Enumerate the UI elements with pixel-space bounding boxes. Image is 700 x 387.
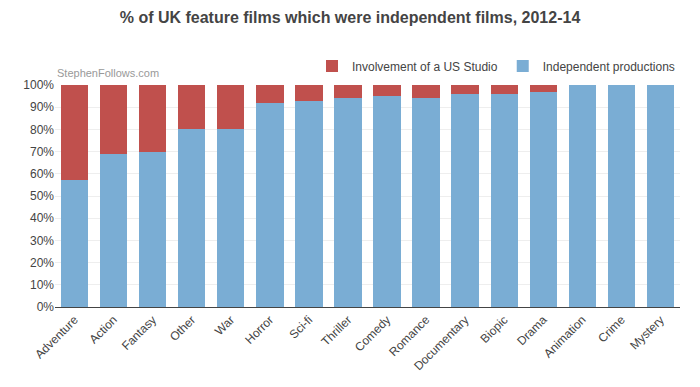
svg-text:0%: 0% [37, 300, 55, 314]
svg-text:70%: 70% [30, 145, 54, 159]
svg-text:Comedy: Comedy [352, 313, 393, 354]
svg-text:Documentary: Documentary [411, 313, 471, 373]
svg-text:Other: Other [167, 313, 198, 344]
svg-text:Involvement of a US Studio: Involvement of a US Studio [352, 60, 498, 74]
svg-text:50%: 50% [30, 189, 54, 203]
svg-text:30%: 30% [30, 234, 54, 248]
svg-text:Horror: Horror [242, 313, 276, 347]
svg-text:War: War [212, 313, 237, 338]
svg-text:20%: 20% [30, 256, 54, 270]
svg-text:Action: Action [86, 313, 119, 346]
svg-text:100%: 100% [23, 78, 54, 92]
svg-text:Fantasy: Fantasy [119, 313, 159, 353]
svg-text:Sci-fi: Sci-fi [287, 313, 316, 342]
svg-text:% of UK feature films which we: % of UK feature films which were indepen… [120, 9, 581, 26]
svg-text:StephenFollows.com: StephenFollows.com [57, 67, 159, 79]
svg-text:10%: 10% [30, 278, 54, 292]
svg-text:Thriller: Thriller [319, 313, 355, 349]
svg-text:Mystery: Mystery [627, 313, 667, 353]
svg-text:Adventure: Adventure [32, 313, 81, 362]
svg-text:Drama: Drama [514, 313, 550, 349]
svg-text:90%: 90% [30, 100, 54, 114]
svg-text:Crime: Crime [595, 313, 628, 346]
svg-text:60%: 60% [30, 167, 54, 181]
svg-text:Animation: Animation [541, 313, 589, 361]
svg-text:80%: 80% [30, 123, 54, 137]
svg-text:Biopic: Biopic [478, 313, 511, 346]
svg-text:Romance: Romance [386, 313, 432, 359]
svg-text:Independent productions: Independent productions [543, 60, 675, 74]
svg-text:40%: 40% [30, 211, 54, 225]
